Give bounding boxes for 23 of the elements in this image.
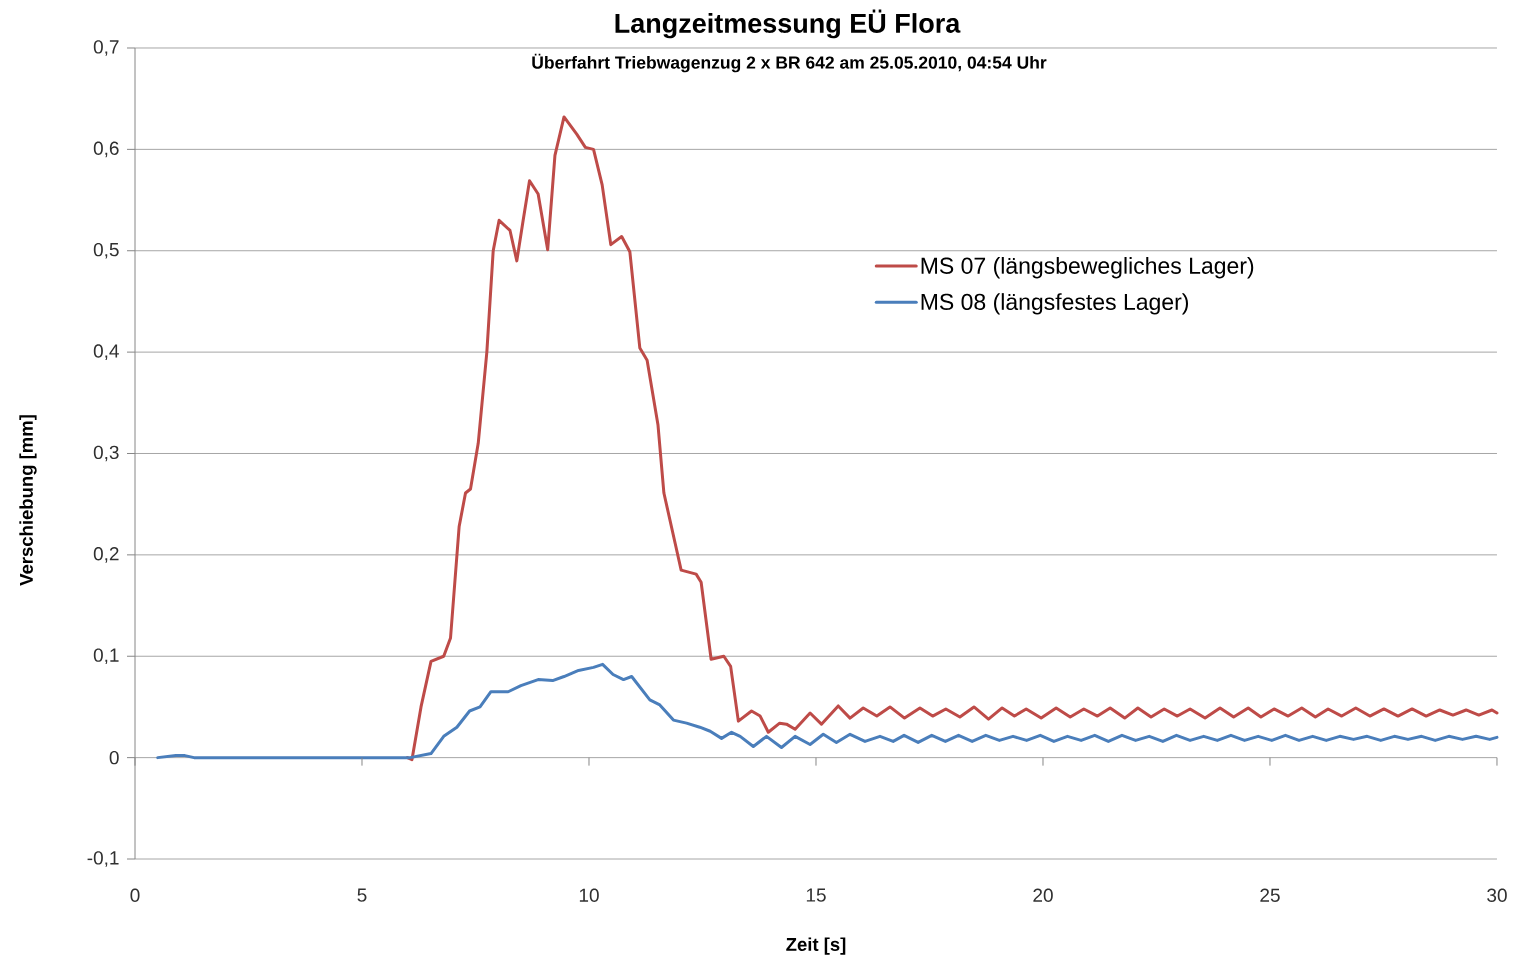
y-tick-label: 0,2 [93, 547, 119, 563]
y-tick-label: 0,3 [93, 445, 119, 462]
y-tick-label: -0,1 [87, 851, 119, 867]
y-tick-label: 0,4 [93, 344, 119, 360]
chart-title: Langzeitmessung EÜ Flora [615, 9, 961, 39]
x-tick-label: 25 [1260, 888, 1280, 902]
legend-label: MS 08 (längsfestes Lager) [921, 293, 1189, 315]
y-tick-label: 0,7 [93, 40, 119, 56]
x-tick-label: 30 [1487, 888, 1507, 902]
y-axis-title: Verschiebung [mm] [19, 415, 37, 586]
x-tick-label: 10 [579, 888, 599, 902]
x-tick-label: 20 [1033, 888, 1053, 902]
line-series [405, 115, 1499, 762]
legend-label: MS 07 (längsbewegliches Lager) [921, 256, 1254, 279]
chart-subtitle: Überfahrt Triebwagenzug 2 x BR 642 am 25.05.2010, 04:54 Uhr [532, 53, 1047, 73]
y-tick-label: 0,1 [93, 648, 119, 665]
x-tick-label: 15 [806, 888, 826, 902]
y-tick-label: 0,6 [93, 141, 119, 158]
y-tick-label: 0 [109, 750, 119, 765]
x-tick-label: 5 [357, 888, 367, 902]
x-tick-label: 0 [130, 888, 140, 902]
x-axis-title: Zeit [s] [786, 937, 846, 955]
y-tick-label: 0,5 [93, 242, 119, 259]
